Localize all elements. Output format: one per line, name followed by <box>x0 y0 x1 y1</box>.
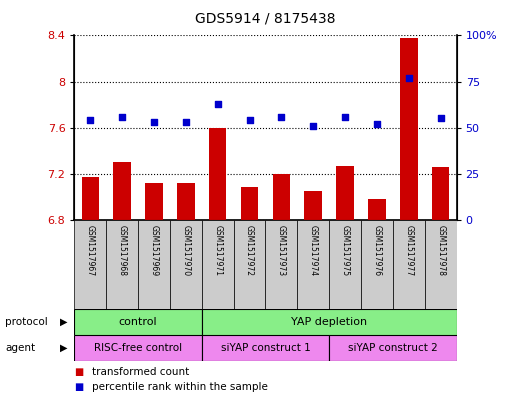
Text: ▶: ▶ <box>61 343 68 353</box>
Text: siYAP construct 2: siYAP construct 2 <box>348 343 438 353</box>
Bar <box>170 220 202 309</box>
Bar <box>74 309 202 335</box>
Text: transformed count: transformed count <box>92 367 190 377</box>
Text: ▶: ▶ <box>61 317 68 327</box>
Text: percentile rank within the sample: percentile rank within the sample <box>92 382 268 392</box>
Bar <box>329 335 457 361</box>
Bar <box>337 166 354 220</box>
Text: GSM1517974: GSM1517974 <box>309 224 318 275</box>
Point <box>182 119 190 125</box>
Bar <box>432 167 449 220</box>
Point <box>437 116 445 122</box>
Point <box>278 114 286 120</box>
Text: ■: ■ <box>74 367 84 377</box>
Text: GSM1517967: GSM1517967 <box>86 224 95 275</box>
Bar <box>361 220 393 309</box>
Point <box>245 117 253 123</box>
Bar <box>74 335 202 361</box>
Point <box>86 117 94 123</box>
Bar <box>202 335 329 361</box>
Text: GSM1517971: GSM1517971 <box>213 224 222 275</box>
Text: RISC-free control: RISC-free control <box>94 343 182 353</box>
Bar <box>209 128 226 220</box>
Point <box>341 114 349 120</box>
Text: control: control <box>119 317 157 327</box>
Point <box>150 119 158 125</box>
Text: GSM1517977: GSM1517977 <box>404 224 413 275</box>
Point <box>309 123 318 129</box>
Bar <box>272 174 290 220</box>
Bar <box>393 220 425 309</box>
Bar <box>329 220 361 309</box>
Bar <box>305 191 322 220</box>
Text: GSM1517978: GSM1517978 <box>436 224 445 275</box>
Text: GDS5914 / 8175438: GDS5914 / 8175438 <box>195 12 336 26</box>
Text: GSM1517973: GSM1517973 <box>277 224 286 275</box>
Point <box>373 121 381 127</box>
Text: ■: ■ <box>74 382 84 392</box>
Bar <box>265 220 298 309</box>
Bar <box>298 220 329 309</box>
Bar <box>145 183 163 220</box>
Text: YAP depletion: YAP depletion <box>291 317 367 327</box>
Text: siYAP construct 1: siYAP construct 1 <box>221 343 310 353</box>
Bar <box>138 220 170 309</box>
Bar <box>425 220 457 309</box>
Bar <box>202 220 233 309</box>
Text: GSM1517975: GSM1517975 <box>341 224 349 275</box>
Bar <box>400 38 418 220</box>
Point <box>213 101 222 107</box>
Bar <box>368 199 386 220</box>
Bar <box>177 183 194 220</box>
Bar <box>202 309 457 335</box>
Text: GSM1517972: GSM1517972 <box>245 224 254 275</box>
Text: GSM1517969: GSM1517969 <box>149 224 159 275</box>
Point <box>118 114 126 120</box>
Bar <box>233 220 266 309</box>
Bar <box>106 220 138 309</box>
Bar <box>241 187 259 220</box>
Text: GSM1517976: GSM1517976 <box>372 224 382 275</box>
Bar <box>82 177 99 220</box>
Text: protocol: protocol <box>5 317 48 327</box>
Bar <box>113 162 131 220</box>
Text: GSM1517968: GSM1517968 <box>117 224 127 275</box>
Text: GSM1517970: GSM1517970 <box>182 224 190 275</box>
Text: agent: agent <box>5 343 35 353</box>
Bar <box>74 220 106 309</box>
Point <box>405 75 413 81</box>
